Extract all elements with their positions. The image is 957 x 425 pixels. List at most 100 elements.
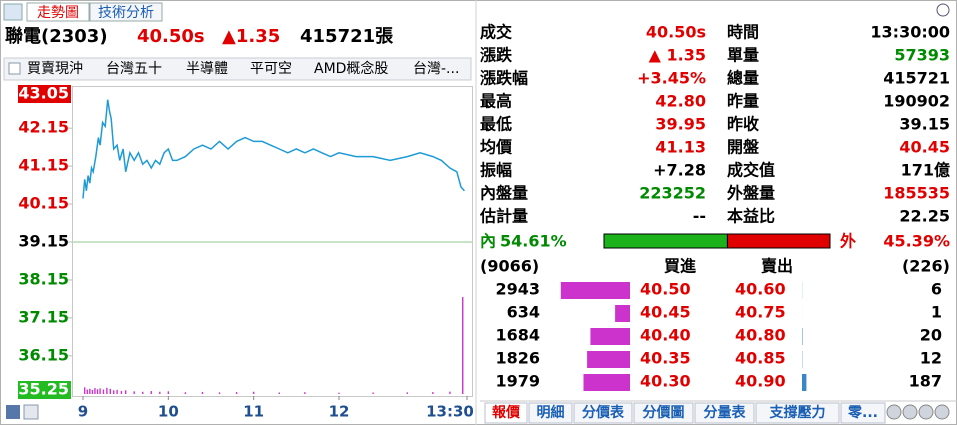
bottom-tab[interactable] <box>633 402 694 424</box>
quote-value: 13:30:00 <box>870 23 950 42</box>
ask-bar <box>802 374 807 391</box>
y-tick-box <box>18 85 71 103</box>
volume-bar <box>159 391 161 394</box>
header-name: 聯電(2303) <box>5 25 108 47</box>
quote-value: 171億 <box>901 161 950 180</box>
ask-price: 40.60 <box>735 280 786 299</box>
bottom-tab-label[interactable]: 報價 <box>492 404 521 421</box>
bottom-tab[interactable] <box>755 402 840 424</box>
book-header: 買進 <box>664 257 696 276</box>
bottom-tab[interactable] <box>528 402 573 424</box>
bottom-tab[interactable] <box>840 402 886 424</box>
bottom-tab-label[interactable]: 分量表 <box>704 404 747 421</box>
x-tick-label: 13:30 <box>426 403 474 421</box>
tag[interactable]: 平可空 <box>250 61 292 77</box>
bid-bar <box>587 351 630 368</box>
ask-volume: 6 <box>931 280 942 299</box>
bottom-tab[interactable] <box>573 402 633 424</box>
volume-bar <box>462 297 464 394</box>
tool-icon[interactable] <box>6 405 20 419</box>
tag[interactable]: 買賣現沖 <box>27 61 83 77</box>
scroll-left[interactable] <box>886 404 902 420</box>
header-volume: 415721張 <box>300 26 394 47</box>
ask-price: 40.75 <box>735 303 786 322</box>
in-value: 54.61% <box>500 232 567 251</box>
plot-frame <box>72 86 473 397</box>
volume-bar <box>91 389 94 394</box>
bottom-tab-label[interactable]: 零... <box>847 404 878 421</box>
x-tick-label: 10 <box>158 403 179 421</box>
quote-label: 本益比 <box>727 207 775 226</box>
quote-label: 成交值 <box>727 161 775 180</box>
bid-volume: 1826 <box>495 349 540 368</box>
bottom-tab-label[interactable]: 分價表 <box>582 404 625 421</box>
volume-bar <box>304 392 306 394</box>
quote-label: 總量 <box>727 69 759 88</box>
volume-bar <box>372 392 374 394</box>
ask-volume: 1 <box>931 303 942 322</box>
tab-label[interactable]: 走勢圖 <box>37 5 79 21</box>
scroll-right[interactable] <box>902 404 918 420</box>
bid-bar <box>590 328 630 345</box>
quote-value: 190902 <box>883 92 950 111</box>
y-tick-label: 35.25 <box>18 380 69 399</box>
tab[interactable] <box>89 2 163 22</box>
tool-icon[interactable] <box>23 404 39 420</box>
bottom-tab[interactable] <box>694 402 755 424</box>
volume-bar <box>120 391 123 394</box>
ask-price: 40.80 <box>735 326 786 345</box>
zoom-icon[interactable] <box>936 3 950 17</box>
quote-label: 最低 <box>480 115 512 134</box>
bid-price: 40.30 <box>640 372 691 391</box>
menu-icon[interactable] <box>3 3 23 21</box>
quote-label: 均價 <box>480 138 513 157</box>
book-header: 賣出 <box>760 257 793 276</box>
in-label: 內 <box>480 232 496 251</box>
quote-value: 22.25 <box>899 207 950 226</box>
y-tick-label: 42.15 <box>18 118 69 137</box>
volume-bar <box>278 392 280 394</box>
refresh[interactable] <box>934 404 950 420</box>
bottom-tab-label[interactable]: 分價圖 <box>643 404 685 421</box>
in-bar <box>603 233 728 249</box>
bottom-tab[interactable] <box>484 402 528 424</box>
y-tick-label: 43.05 <box>18 84 69 103</box>
bid-volume: 2943 <box>495 280 540 299</box>
volume-bar <box>124 390 127 394</box>
volume-bar <box>406 392 408 394</box>
volume-bar <box>338 392 340 394</box>
bid-volume: 1684 <box>495 326 540 345</box>
tag[interactable]: 半導體 <box>186 61 228 77</box>
quote-label: 估計量 <box>479 207 528 226</box>
bid-price: 40.50 <box>640 280 691 299</box>
quote-value: ▲ 1.35 <box>649 46 706 65</box>
volume-bar <box>113 390 115 394</box>
tab-label[interactable]: 技術分析 <box>98 5 154 21</box>
quote-value: 40.45 <box>899 138 950 157</box>
bid-volume: 1979 <box>495 372 540 391</box>
volume-bar <box>201 391 204 394</box>
tag[interactable]: AMD概念股 <box>314 60 388 77</box>
volume-bar <box>184 392 187 394</box>
bottom-tab-label[interactable]: 支撐壓力 <box>769 404 826 421</box>
volume-bar <box>235 392 238 394</box>
tag[interactable]: 台灣五十 <box>106 61 162 77</box>
bottom-tab-label[interactable]: 明細 <box>537 404 565 421</box>
quote-value: 223252 <box>639 184 706 203</box>
volume-bar <box>449 391 451 394</box>
tab[interactable] <box>26 2 90 22</box>
out-value: 45.39% <box>883 232 950 251</box>
tag-checkbox[interactable] <box>8 62 21 75</box>
quote-value: +3.45% <box>637 69 706 88</box>
bid-price: 40.45 <box>640 303 691 322</box>
y-tick-label: 40.15 <box>18 194 69 213</box>
volume-bar <box>94 388 96 394</box>
volume-bar <box>99 388 101 394</box>
quote-value: 41.13 <box>655 138 706 157</box>
quote-label: 最高 <box>480 92 512 111</box>
scroll-left-2[interactable] <box>918 404 934 420</box>
tag[interactable]: 台灣-... <box>413 61 459 77</box>
quote-label: 開盤 <box>727 138 760 157</box>
price-line <box>82 99 465 199</box>
